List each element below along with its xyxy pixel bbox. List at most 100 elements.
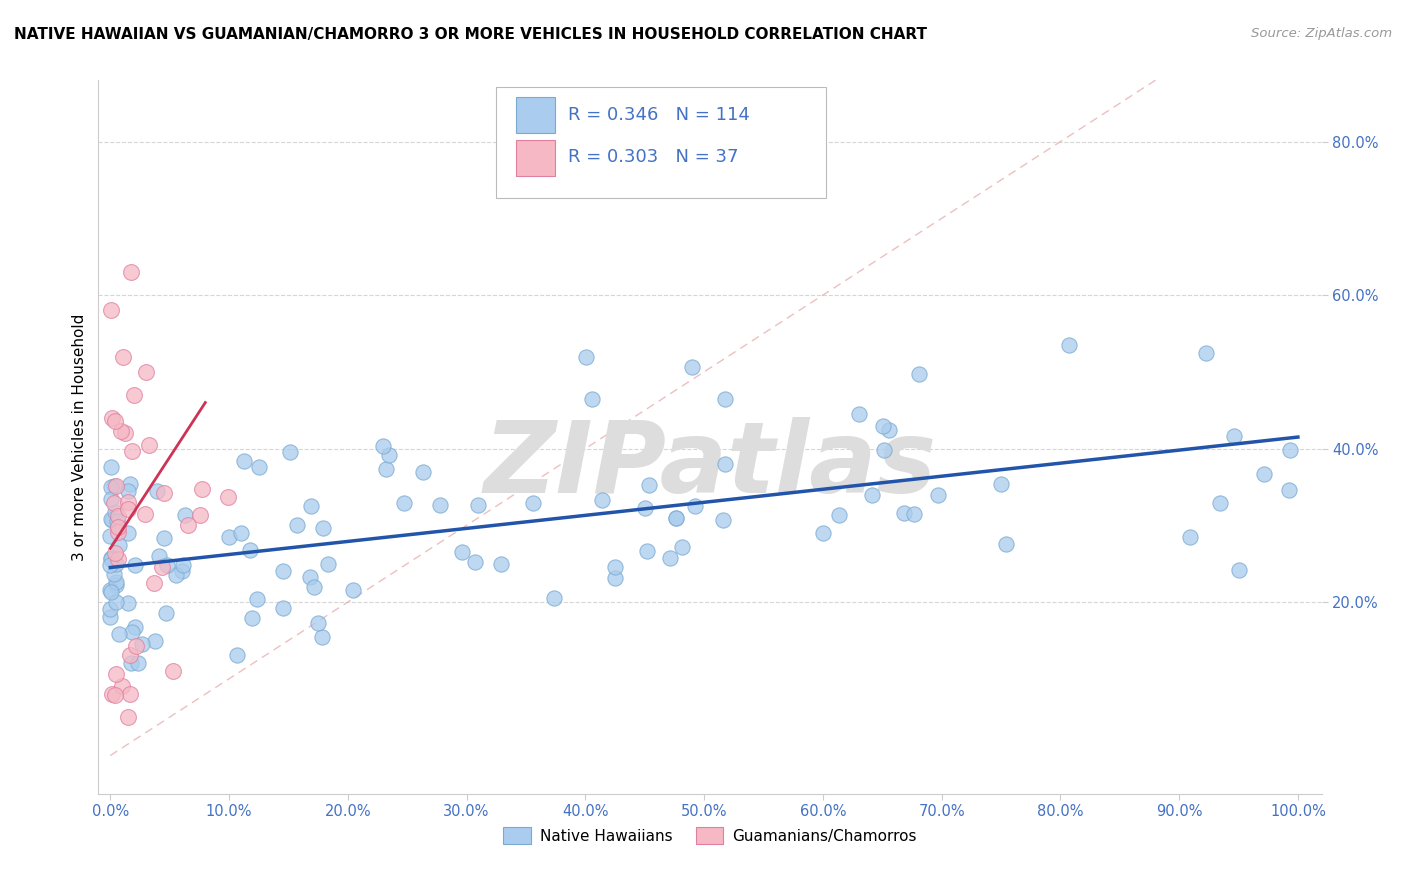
Point <box>591 493 613 508</box>
Point <box>100 480 122 494</box>
Point <box>665 510 688 524</box>
Point <box>100 558 122 573</box>
Point <box>873 443 896 458</box>
Point <box>173 508 195 522</box>
Point <box>318 558 340 572</box>
Point <box>671 540 693 554</box>
Point <box>103 567 125 582</box>
Point <box>218 530 240 544</box>
Point <box>681 360 703 375</box>
Point <box>714 392 737 406</box>
Text: Source: ZipAtlas.com: Source: ZipAtlas.com <box>1251 27 1392 40</box>
Point <box>1227 563 1250 577</box>
Point <box>124 620 146 634</box>
Point <box>375 462 398 476</box>
Point <box>148 549 170 564</box>
Point <box>100 460 122 475</box>
Point <box>1223 428 1246 442</box>
Point <box>603 560 626 574</box>
Point <box>105 578 128 592</box>
Point <box>108 538 131 552</box>
Point <box>98 609 121 624</box>
Point <box>127 657 149 671</box>
Point <box>105 514 128 528</box>
Point <box>451 545 474 559</box>
Point <box>903 507 925 521</box>
Point <box>285 517 308 532</box>
Point <box>121 444 143 458</box>
Point <box>104 479 127 493</box>
Point <box>120 265 142 279</box>
Point <box>107 551 129 566</box>
Point <box>98 529 121 543</box>
Point <box>117 710 139 724</box>
Point <box>467 498 489 512</box>
Point <box>638 477 661 491</box>
Point <box>464 555 486 569</box>
Point <box>273 564 295 578</box>
Point <box>134 507 156 521</box>
Point <box>155 606 177 620</box>
Point <box>603 571 626 585</box>
Point <box>103 478 125 492</box>
Point <box>172 558 194 573</box>
Point <box>111 350 134 364</box>
Point <box>118 687 141 701</box>
Point <box>811 526 834 541</box>
Point <box>188 508 211 522</box>
Point <box>104 575 127 590</box>
Point <box>107 626 129 640</box>
Point <box>120 657 142 671</box>
Point <box>121 625 143 640</box>
Point <box>117 501 139 516</box>
Legend: Native Hawaiians, Guamanians/Chamorros: Native Hawaiians, Guamanians/Chamorros <box>498 821 922 850</box>
Point <box>165 567 187 582</box>
Point <box>124 558 146 572</box>
Point <box>131 636 153 650</box>
Text: R = 0.346   N = 114: R = 0.346 N = 114 <box>568 105 749 123</box>
Point <box>273 601 295 615</box>
Point <box>491 558 513 572</box>
Point <box>225 648 247 663</box>
Point <box>107 509 129 524</box>
Point <box>104 688 127 702</box>
Point <box>278 444 301 458</box>
FancyBboxPatch shape <box>516 140 555 176</box>
Point <box>848 407 870 421</box>
Point <box>172 564 194 578</box>
Point <box>100 512 122 526</box>
Point <box>142 575 165 590</box>
Point <box>100 303 122 318</box>
Point <box>907 368 929 382</box>
Point <box>893 507 915 521</box>
Point <box>100 513 122 527</box>
Point <box>429 498 451 512</box>
Point <box>156 558 179 573</box>
Point <box>138 437 160 451</box>
Point <box>828 508 851 522</box>
FancyBboxPatch shape <box>496 87 827 198</box>
Point <box>302 580 325 594</box>
Point <box>135 365 157 379</box>
Point <box>105 667 128 681</box>
Point <box>117 526 139 541</box>
Point <box>665 511 688 525</box>
Point <box>1253 467 1275 482</box>
Point <box>114 426 136 441</box>
Point <box>378 448 401 462</box>
Point <box>177 517 200 532</box>
Point <box>1209 496 1232 510</box>
Point <box>232 454 254 468</box>
Point <box>125 639 148 653</box>
Point <box>299 499 322 513</box>
Point <box>118 476 141 491</box>
Text: NATIVE HAWAIIAN VS GUAMANIAN/CHAMORRO 3 OR MORE VEHICLES IN HOUSEHOLD CORRELATIO: NATIVE HAWAIIAN VS GUAMANIAN/CHAMORRO 3 … <box>14 27 927 42</box>
Point <box>100 551 122 566</box>
Point <box>543 591 565 606</box>
Point <box>191 482 214 496</box>
Point <box>104 506 127 520</box>
Point <box>229 525 252 540</box>
Point <box>1195 346 1218 360</box>
Point <box>100 551 122 566</box>
Point <box>1180 530 1202 544</box>
